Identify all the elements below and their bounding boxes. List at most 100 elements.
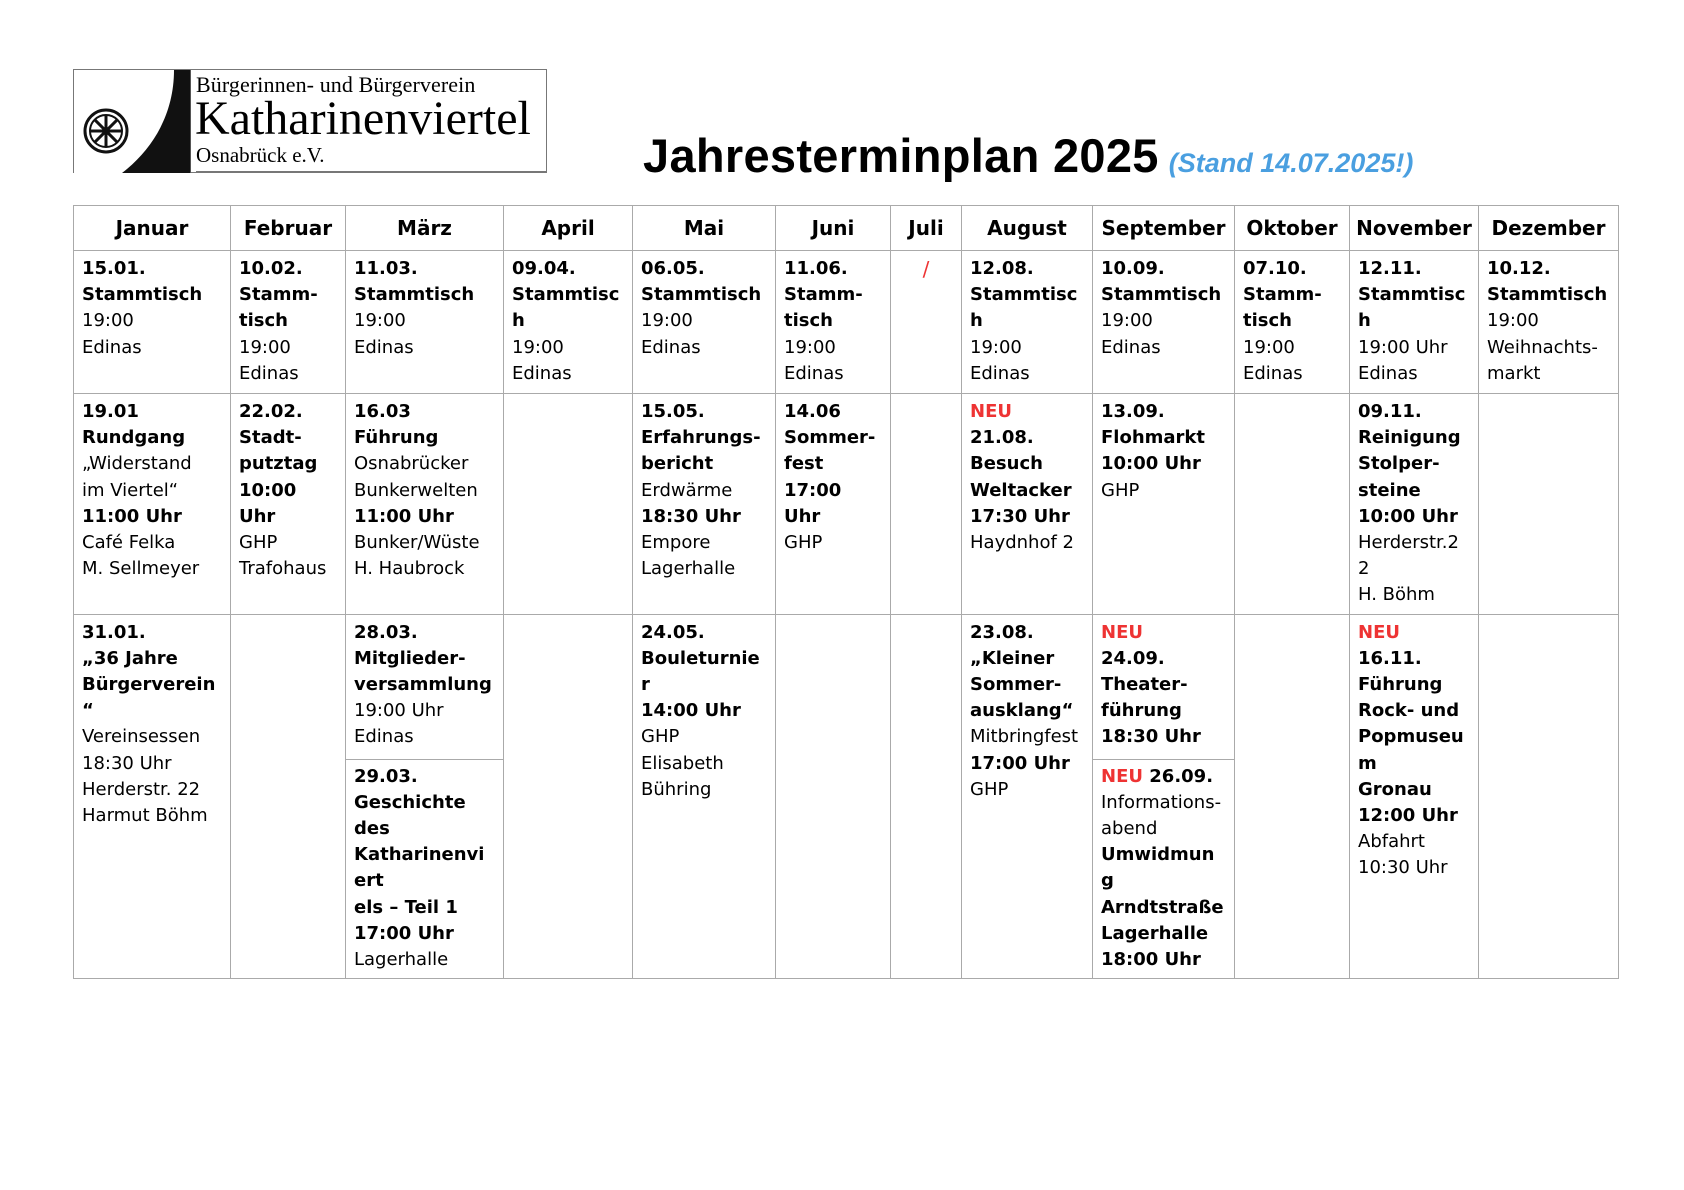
- event-title: steine: [1358, 479, 1421, 501]
- event-place: Edinas: [1358, 362, 1418, 384]
- event-cell: 11.06. Stamm- tisch 19:00 Edinas: [775, 250, 891, 394]
- event-time: 19:00: [1101, 310, 1153, 332]
- event-subtitle: im Viertel“: [82, 479, 179, 501]
- event-title: Stamm-: [1243, 284, 1322, 306]
- event-date: 12.08.: [970, 258, 1034, 279]
- event-date: 09.11.: [1358, 401, 1422, 422]
- empty-cell: [1478, 613, 1619, 980]
- event-cell: 28.03. Mitglieder- versammlung 19:00 Uhr…: [345, 613, 504, 980]
- event-subtitle: abend: [1101, 818, 1158, 840]
- event-cell: 10.09. Stammtisch 19:00 Edinas: [1092, 250, 1235, 394]
- event-title: Reinigung: [1358, 427, 1461, 449]
- event-place: GHP: [784, 532, 823, 554]
- event-cell: NEU 24.09. Theater- führung 18:30 Uhr NE…: [1092, 613, 1235, 980]
- month-header: November: [1349, 205, 1479, 251]
- event-cell: 16.03 Führung Osnabrücker Bunkerwelten 1…: [345, 393, 504, 615]
- event-date: 11.03.: [354, 258, 418, 279]
- event-date: 07.10.: [1243, 258, 1307, 279]
- event-title: Sommer-: [970, 674, 1062, 696]
- event-time: 18:30 Uhr: [82, 752, 172, 774]
- event-title: Stammtisch: [512, 284, 620, 332]
- event-time: 18:30 Uhr: [1101, 726, 1201, 748]
- event-title: „36 Jahre: [82, 647, 178, 669]
- event-person: H. Haubrock: [354, 558, 465, 580]
- event-title: Stolper-: [1358, 453, 1440, 475]
- event-person: Elisabeth: [641, 752, 724, 774]
- association-logo: Bürgerinnen- und Bürgerverein Katharinen…: [73, 69, 547, 173]
- event-time: 10:00 Uhr: [239, 479, 297, 527]
- event-date: 10.12.: [1487, 258, 1551, 279]
- wheel-icon: [83, 108, 129, 154]
- new-badge: NEU: [1101, 621, 1143, 643]
- empty-cell: [890, 393, 962, 615]
- event-title: tisch: [784, 310, 833, 332]
- event-date: 06.05.: [641, 258, 705, 279]
- event-block: NEU 24.09. Theater- führung 18:30 Uhr: [1093, 620, 1234, 760]
- event-title: führung: [1101, 700, 1182, 722]
- event-title: Rundgang: [82, 427, 186, 449]
- logo-city: Osnabrück e.V.: [196, 143, 325, 167]
- event-date: 24.09.: [1101, 647, 1165, 669]
- event-time: 12:00 Uhr: [1358, 805, 1458, 827]
- event-title: Umwidmung: [1101, 844, 1215, 892]
- event-cell: 10.12. Stammtisch 19:00 Weihnachts- mark…: [1478, 250, 1619, 394]
- event-place: Lagerhalle: [354, 949, 449, 971]
- month-header: August: [961, 205, 1093, 251]
- new-badge: NEU: [1358, 621, 1400, 643]
- event-title: Bürgerverein“: [82, 674, 216, 722]
- event-cell: 15.01. Stammtisch 19:00 Edinas: [73, 250, 231, 394]
- event-title: Stamm-: [784, 284, 863, 306]
- event-time: 19:00: [239, 336, 291, 358]
- event-date: 10.09.: [1101, 258, 1165, 279]
- event-place: Edinas: [1243, 362, 1303, 384]
- event-place: Edinas: [512, 362, 572, 384]
- event-title: Weltacker: [970, 479, 1072, 501]
- event-date: 28.03.: [354, 621, 418, 643]
- event-title: Bouleturnier: [641, 647, 760, 696]
- event-title: Flohmarkt: [1101, 427, 1206, 449]
- event-title: Arndtstraße: [1101, 896, 1224, 918]
- event-title: Popmuseum: [1358, 726, 1464, 774]
- logo-emblem: [74, 70, 191, 173]
- event-place: Weihnachts-: [1487, 336, 1598, 358]
- event-time: 18:30 Uhr: [641, 505, 741, 527]
- empty-cell: [230, 613, 346, 980]
- event-date: 15.05.: [641, 401, 705, 422]
- event-cell: 09.04. Stammtisch 19:00 Edinas: [503, 250, 633, 394]
- month-header: Oktober: [1234, 205, 1350, 251]
- new-badge: NEU: [970, 401, 1012, 422]
- event-time: 19:00 Uhr: [1358, 336, 1448, 358]
- event-time: 18:00 Uhr: [1101, 949, 1201, 971]
- event-date: 15.01.: [82, 258, 146, 279]
- empty-cell: [890, 613, 962, 980]
- event-place: GHP: [239, 532, 278, 554]
- event-place: Herderstr.22: [1358, 532, 1459, 580]
- event-person: M. Sellmeyer: [82, 558, 200, 580]
- event-title: putztag: [239, 453, 318, 475]
- event-date: 22.02.: [239, 401, 303, 422]
- event-place: Edinas: [239, 362, 299, 384]
- event-subtitle: Erdwärme: [641, 479, 733, 501]
- month-header: April: [503, 205, 633, 251]
- event-time: 17:30 Uhr: [970, 505, 1070, 527]
- event-time: 19:00: [1487, 310, 1539, 332]
- event-subtitle: Mitbringfest: [970, 726, 1079, 748]
- event-date: 31.01.: [82, 621, 146, 643]
- event-title: Erfahrungs-: [641, 427, 761, 449]
- event-title: Rock- und: [1358, 700, 1460, 722]
- event-time: 19:00: [784, 336, 836, 358]
- event-title: Stammtisch: [82, 284, 203, 306]
- event-cell: 24.05. Bouleturnier 14:00 Uhr GHP Elisab…: [632, 613, 776, 980]
- month-header: Februar: [230, 205, 346, 251]
- event-time: 19:00 Uhr: [354, 700, 444, 722]
- event-row: 19.01 Rundgang „Widerstand im Viertel“ 1…: [73, 393, 1619, 615]
- event-block: NEU 26.09. Informations- abend Umwidmung…: [1101, 764, 1226, 974]
- event-title: Stammtisch: [641, 284, 762, 306]
- event-time: 19:00: [354, 310, 406, 332]
- event-place: GHP: [1101, 479, 1140, 501]
- event-title: tisch: [239, 310, 288, 332]
- event-row: 31.01. „36 Jahre Bürgerverein“ Vereinses…: [73, 613, 1619, 980]
- event-person: Bühring: [641, 778, 712, 800]
- event-date: 13.09.: [1101, 401, 1165, 422]
- event-cell: 23.08. „Kleiner Sommer- ausklang“ Mitbri…: [961, 613, 1093, 980]
